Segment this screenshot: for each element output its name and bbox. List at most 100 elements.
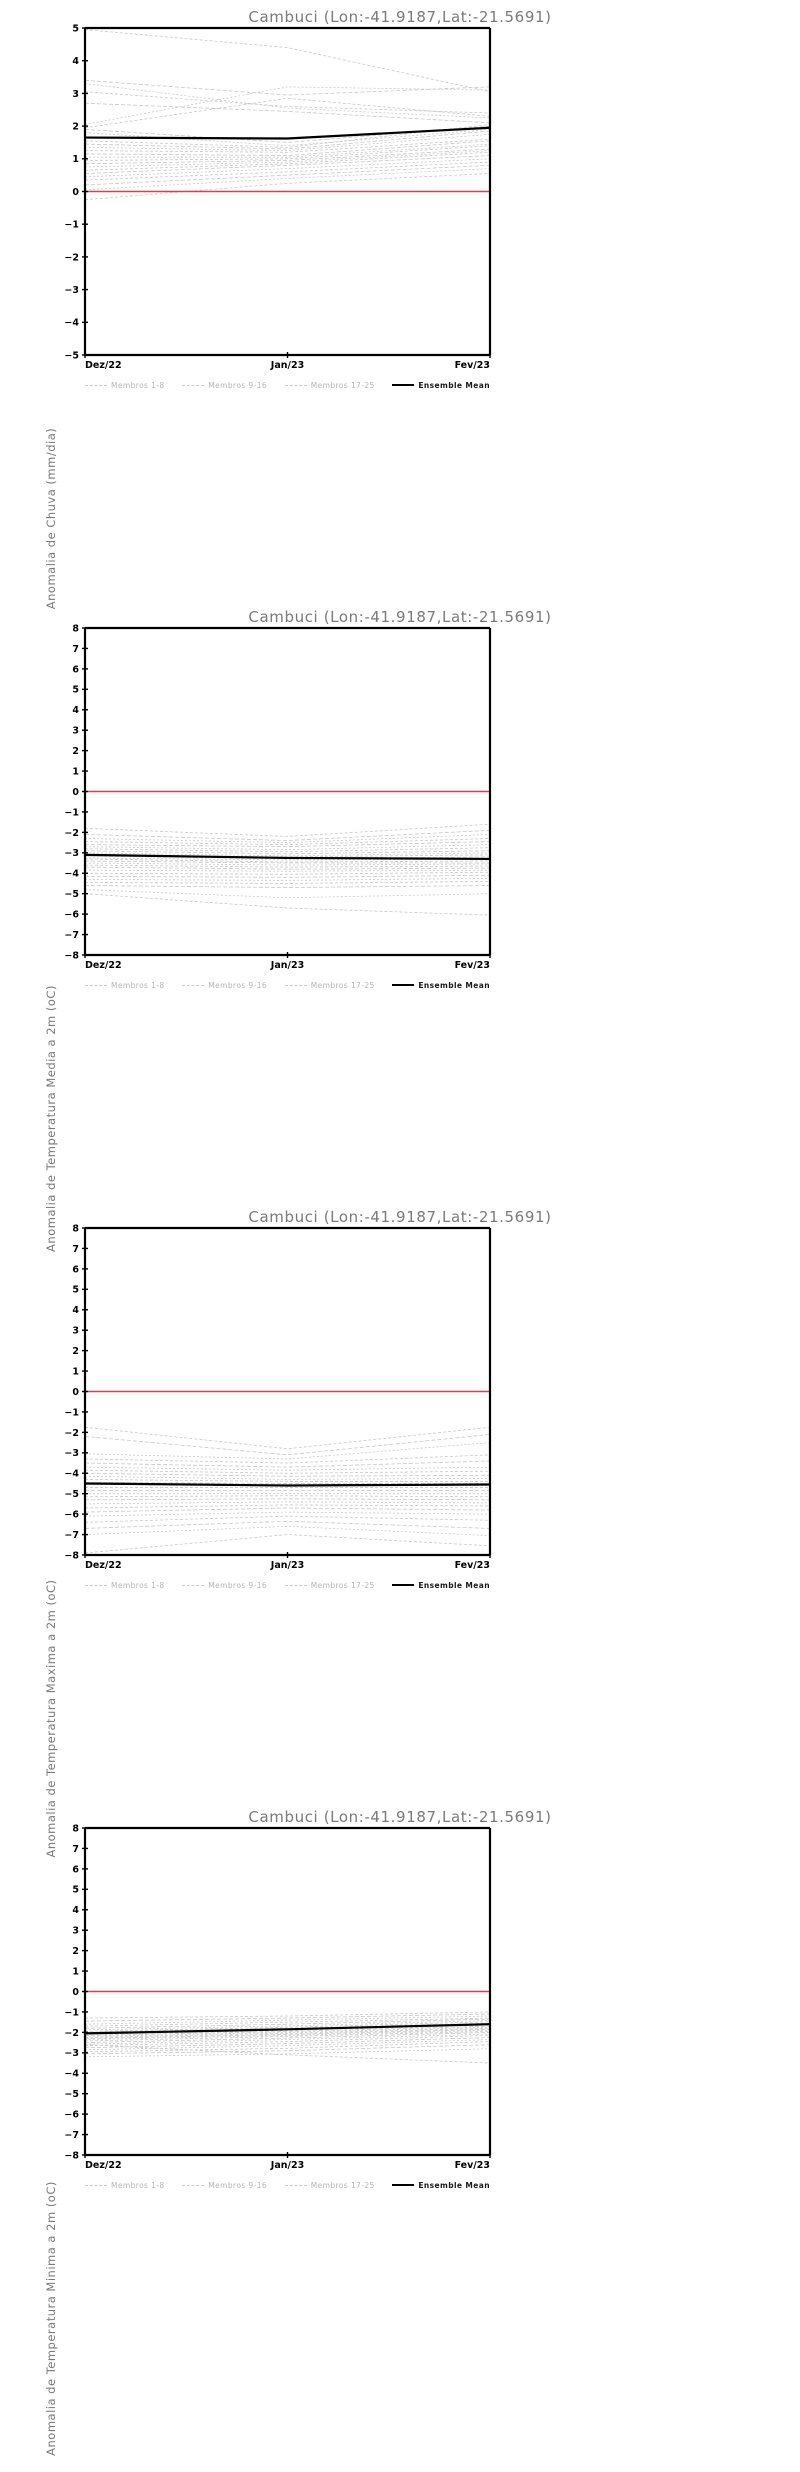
y-tick-label: −5 (64, 889, 79, 900)
y-tick-label: 7 (72, 1244, 79, 1255)
member-line (84, 2021, 491, 2032)
member-line (84, 1515, 491, 1523)
y-tick-label: 1 (72, 154, 79, 165)
member-line (84, 1501, 491, 1505)
legend-label: Membros 9-16 (208, 1580, 268, 1590)
chart-block-1: Cambuci (Lon:-41.9187,Lat:-21.5691) Anoma… (0, 0, 800, 609)
member-line (84, 1498, 491, 1501)
legend-swatch-icon (392, 984, 415, 986)
legend-swatch-icon (284, 1584, 307, 1586)
member-line (84, 881, 491, 884)
y-tick-label: −6 (64, 910, 79, 921)
y-tick-label: −8 (64, 2150, 79, 2161)
y-tick-label: −3 (64, 2048, 79, 2059)
legend-item[interactable]: Membros 9-16 (182, 1581, 267, 1590)
member-line (84, 2026, 491, 2037)
legend-swatch-icon (392, 384, 415, 386)
member-line (84, 889, 491, 899)
member-line (84, 2029, 491, 2040)
plot-area: −8 −7 −6 −5 −4 −3 −2 −1 0 1 2 3 4 5 6 7 8 Dez/22 Jan/23 Fev… (64, 1823, 492, 2171)
legend-label: Membros 9-16 (208, 2180, 268, 2190)
chart-title: Cambuci (Lon:-41.9187,Lat:-21.5691) (248, 8, 552, 26)
member-line (84, 852, 491, 857)
member-line (84, 2044, 491, 2055)
member-line (84, 1520, 491, 1529)
y-tick-label: 5 (72, 23, 79, 34)
legend-swatch-icon (85, 2184, 107, 2186)
y-tick-label: 1 (72, 1366, 79, 1377)
y-tick-label: 0 (72, 187, 79, 198)
legend-label: Membros 17-25 (310, 380, 375, 390)
y-tick-label: 4 (72, 705, 79, 716)
chart-legend: Membros 1-8 Membros 9-16 Membros 17-25 Ense… (85, 977, 490, 993)
legend-item[interactable]: Membros 1-8 (85, 2181, 165, 2190)
legend-item[interactable]: Ensemble Mean (392, 2181, 490, 2190)
y-tick-label: −8 (64, 1550, 79, 1561)
legend-item[interactable]: Ensemble Mean (392, 381, 490, 390)
legend-swatch-icon (392, 2184, 415, 2186)
legend-label: Membros 1-8 (111, 2180, 165, 2190)
legend-swatch-icon (392, 1584, 415, 1586)
y-tick-label: 0 (72, 1387, 79, 1398)
y-tick-label: 4 (72, 1905, 79, 1916)
member-line (84, 130, 491, 150)
ensemble-mean-line (84, 126, 491, 140)
legend-item[interactable]: Membros 9-16 (182, 981, 267, 990)
x-tick-label: Dez/22 (85, 360, 122, 371)
member-line (84, 1534, 491, 1554)
member-line (84, 2035, 491, 2047)
legend-item[interactable]: Membros 17-25 (284, 2180, 375, 2190)
member-line (84, 1460, 491, 1468)
member-line (84, 1504, 491, 1509)
member-line (84, 841, 491, 848)
y-tick-label: 3 (72, 1926, 79, 1937)
member-line (84, 834, 491, 843)
chart-block-4: Cambuci (Lon:-41.9187,Lat:-21.5691) Anoma… (0, 1800, 800, 2456)
plot-area: −5 −4 −3 −2 −1 0 1 2 3 4 5 Dez/22 Jan/23 Fev/23 (64, 23, 492, 371)
member-line (84, 150, 491, 168)
legend-label: Membros 17-25 (310, 2180, 375, 2190)
legend-swatch-icon (85, 384, 107, 386)
legend-item[interactable]: Membros 1-8 (85, 1581, 165, 1590)
legend-swatch-icon (85, 1584, 107, 1586)
legend-item[interactable]: Membros 17-25 (284, 1581, 375, 1590)
legend-swatch-icon (182, 984, 205, 986)
legend-label: Membros 17-25 (310, 980, 375, 990)
legend-item[interactable]: Ensemble Mean (392, 981, 490, 990)
legend-swatch-icon (182, 1584, 205, 1586)
y-tick-label: −1 (64, 220, 79, 231)
legend-item[interactable]: Membros 1-8 (85, 981, 165, 990)
member-line (84, 29, 491, 93)
legend-item[interactable]: Membros 9-16 (182, 381, 267, 390)
member-line (84, 173, 491, 201)
x-tick-label: Jan/23 (270, 2160, 304, 2171)
member-line (84, 91, 491, 114)
x-tick-label: Jan/23 (270, 960, 304, 971)
y-tick-label: −5 (64, 1489, 79, 1500)
y-tick-label: 1 (72, 766, 79, 777)
legend-swatch-icon (85, 984, 107, 986)
member-line (84, 869, 491, 872)
member-line (84, 885, 491, 888)
y-tick-label: 5 (72, 1285, 79, 1296)
member-line (84, 83, 491, 119)
legend-label: Membros 1-8 (111, 380, 165, 390)
member-line (84, 2044, 491, 2064)
member-line (84, 102, 491, 124)
chart-legend: Membros 1-8 Membros 9-16 Membros 17-25 Ense… (85, 1577, 490, 1593)
legend-label: Membros 9-16 (208, 980, 268, 990)
ensemble-mean-line (84, 1482, 491, 1487)
legend-item[interactable]: Membros 9-16 (182, 2181, 267, 2190)
member-line (84, 2015, 491, 2025)
y-tick-label: −1 (64, 2007, 79, 2018)
y-tick-label: 2 (72, 1946, 79, 1957)
y-tick-label: −8 (64, 950, 79, 961)
member-line (84, 161, 491, 181)
legend-item[interactable]: Membros 1-8 (85, 381, 165, 390)
plot-area: −8 −7 −6 −5 −4 −3 −2 −1 0 1 2 3 4 5 6 7 8 Dez/22 Jan/23 Fev… (64, 1223, 492, 1571)
legend-item[interactable]: Ensemble Mean (392, 1581, 490, 1590)
y-tick-label: −2 (64, 828, 79, 839)
legend-item[interactable]: Membros 17-25 (284, 980, 375, 990)
legend-item[interactable]: Membros 17-25 (284, 380, 375, 390)
y-tick-label: 5 (72, 1885, 79, 1896)
